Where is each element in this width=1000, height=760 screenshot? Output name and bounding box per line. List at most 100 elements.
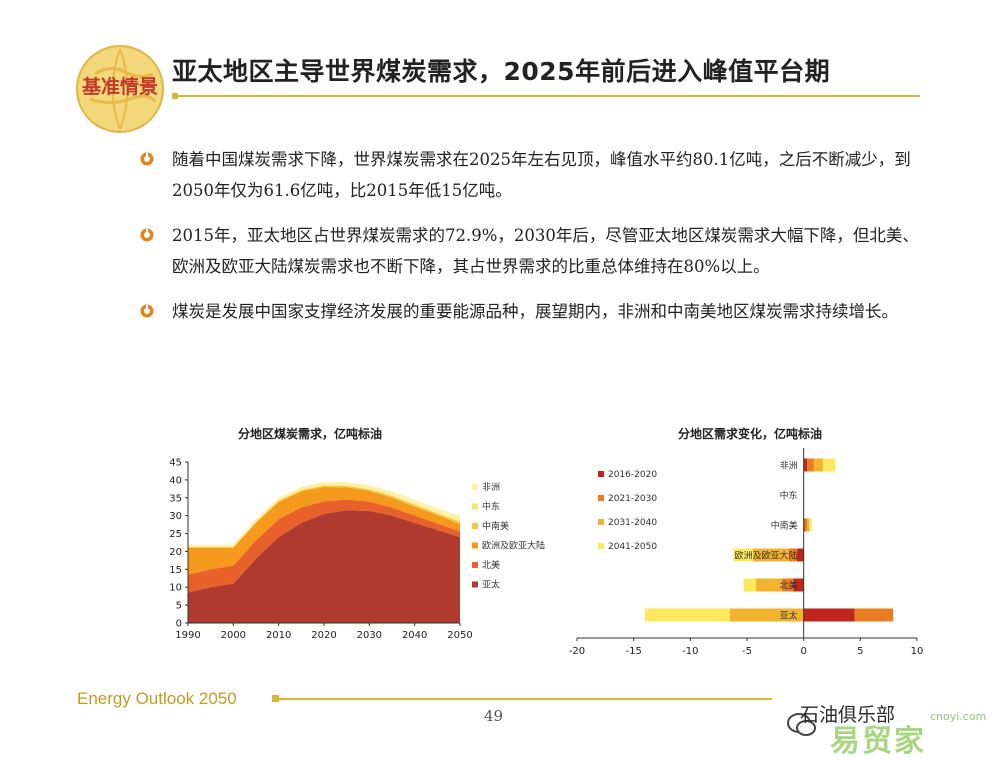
y-tick-label: 30 — [169, 511, 182, 522]
title-divider — [172, 95, 920, 97]
bullet-item: 煤炭是发展中国家支撑经济发展的重要能源品种，展望期内，非洲和中南美地区煤炭需求持… — [140, 296, 930, 327]
page-number: 49 — [484, 707, 504, 725]
area-series-1 — [188, 499, 460, 593]
x-tick-label: 2020 — [311, 630, 336, 641]
area-chart-title: 分地区煤炭需求，亿吨标油 — [238, 426, 382, 441]
y-tick-label: 15 — [169, 565, 182, 576]
bar-chart-title: 分地区需求变化，亿吨标油 — [678, 426, 822, 441]
bar-segment — [733, 548, 753, 562]
legend-label: 2021-2030 — [608, 494, 657, 504]
category-label: 中南美 — [771, 520, 798, 532]
legend-swatch — [472, 523, 478, 529]
bar-segment — [782, 578, 794, 592]
y-tick-label: 5 — [176, 601, 182, 612]
bar-segment — [803, 518, 805, 532]
bar-segment — [645, 608, 730, 622]
x-tick-label: 10 — [911, 646, 924, 655]
bar-segment — [807, 518, 810, 532]
category-label: 非洲 — [780, 460, 798, 472]
bullet-text-3: 煤炭是发展中国家支撑经济发展的重要能源品种，展望期内，非洲和中南美地区煤炭需求持… — [172, 302, 898, 321]
footer-divider — [272, 698, 772, 700]
logo-text: 基准情景 — [81, 75, 158, 98]
y-tick-label: 45 — [169, 458, 182, 469]
x-tick-label: 2000 — [221, 630, 246, 641]
legend-label: 欧洲及欧亚大陆 — [482, 540, 545, 552]
x-tick-label: 5 — [857, 646, 863, 655]
legend-swatch — [472, 503, 478, 510]
y-tick-label: 0 — [176, 619, 182, 630]
bullet-text-2: 2015年，亚太地区占世界煤炭需求的72.9%，2030年后，尽管亚太地区煤炭需… — [172, 226, 919, 276]
legend-label: 中南美 — [482, 520, 509, 532]
bar-segment — [788, 548, 797, 562]
x-tick-label: -10 — [682, 646, 698, 655]
bar-segment — [743, 578, 757, 592]
category-label: 欧洲及欧亚大陆 — [735, 550, 798, 562]
legend-swatch — [598, 495, 604, 501]
bullet-item: 2015年，亚太地区占世界煤炭需求的72.9%，2030年后，尽管亚太地区煤炭需… — [140, 220, 930, 282]
category-label: 亚太 — [780, 610, 798, 622]
bar-segment — [807, 458, 814, 472]
legend-swatch — [472, 542, 478, 549]
category-label: 中东 — [780, 490, 798, 502]
y-tick-label: 25 — [169, 529, 182, 540]
bar-segment — [730, 608, 804, 622]
wechat-icon — [787, 713, 816, 736]
bar-segment — [854, 608, 894, 622]
legend-label: 北美 — [482, 559, 500, 571]
y-tick-label: 35 — [169, 493, 182, 504]
area-series-0 — [188, 510, 460, 623]
legend-swatch — [598, 543, 604, 549]
legend-swatch — [598, 519, 604, 525]
legend-label: 2016-2020 — [608, 470, 657, 480]
legend-swatch — [472, 484, 478, 490]
y-tick-label: 20 — [169, 547, 182, 558]
y-tick-label: 10 — [169, 583, 182, 594]
legend-label: 2041-2050 — [608, 542, 657, 552]
x-tick-label: -5 — [742, 646, 752, 655]
x-tick-label: -15 — [625, 646, 641, 655]
x-tick-label: 1990 — [175, 630, 200, 641]
bar-segment — [813, 458, 823, 472]
page-title: 亚太地区主导世界煤炭需求，2025年前后进入峰值平台期 — [172, 57, 831, 86]
legend-swatch — [472, 581, 478, 588]
legend-label: 非洲 — [482, 481, 500, 493]
area-series-2 — [188, 487, 460, 575]
bullet-text-1: 随着中国煤炭需求下降，世界煤炭需求在2025年左右见顶，峰值水平约80.1亿吨，… — [172, 150, 911, 200]
x-tick-label: 2010 — [266, 630, 291, 641]
legend-label: 亚太 — [482, 579, 500, 591]
legend-label: 2031-2040 — [608, 518, 657, 528]
bullet-list: 随着中国煤炭需求下降，世界煤炭需求在2025年左右见顶，峰值水平约80.1亿吨，… — [140, 144, 930, 341]
bar-segment — [793, 578, 804, 592]
title-divider-mark — [172, 93, 178, 99]
watermark-url: cnoyi.com — [930, 710, 987, 723]
legend-label: 中东 — [482, 501, 500, 513]
bar-segment — [796, 548, 804, 562]
x-tick-label: 0 — [800, 646, 806, 655]
bar-segment — [822, 458, 836, 472]
bullet-icon — [140, 152, 154, 166]
x-tick-label: 2050 — [447, 630, 472, 641]
logo-emblem: 基准情景 — [76, 45, 164, 133]
bullet-item: 随着中国煤炭需求下降，世界煤炭需求在2025年左右见顶，峰值水平约80.1亿吨，… — [140, 144, 930, 206]
legend-swatch — [472, 562, 478, 568]
footer-divider-mark — [272, 695, 279, 702]
x-tick-label: 2030 — [357, 630, 382, 641]
legend-swatch — [598, 471, 604, 477]
bullet-icon — [140, 304, 154, 318]
x-tick-label: 2040 — [402, 630, 427, 641]
bar-segment — [756, 578, 783, 592]
category-label: 北美 — [780, 580, 798, 592]
bar-segment — [803, 608, 855, 622]
bullet-icon — [140, 228, 154, 242]
bar-segment — [752, 548, 789, 562]
bar-segment — [803, 458, 808, 472]
bar-segment — [809, 518, 812, 532]
area-chart: 分地区煤炭需求，亿吨标油 0 5 10 15 20 25 30 35 40 45 1990 2000 20… — [169, 426, 545, 641]
watermark-text: 石油俱乐部 — [800, 704, 896, 726]
footer-brand: Energy Outlook 2050 — [77, 689, 237, 708]
watermark-logo: 易贸家 — [830, 724, 926, 759]
bar-segment — [804, 518, 808, 532]
x-tick-label: -20 — [569, 646, 585, 655]
y-tick-label: 40 — [169, 475, 182, 486]
